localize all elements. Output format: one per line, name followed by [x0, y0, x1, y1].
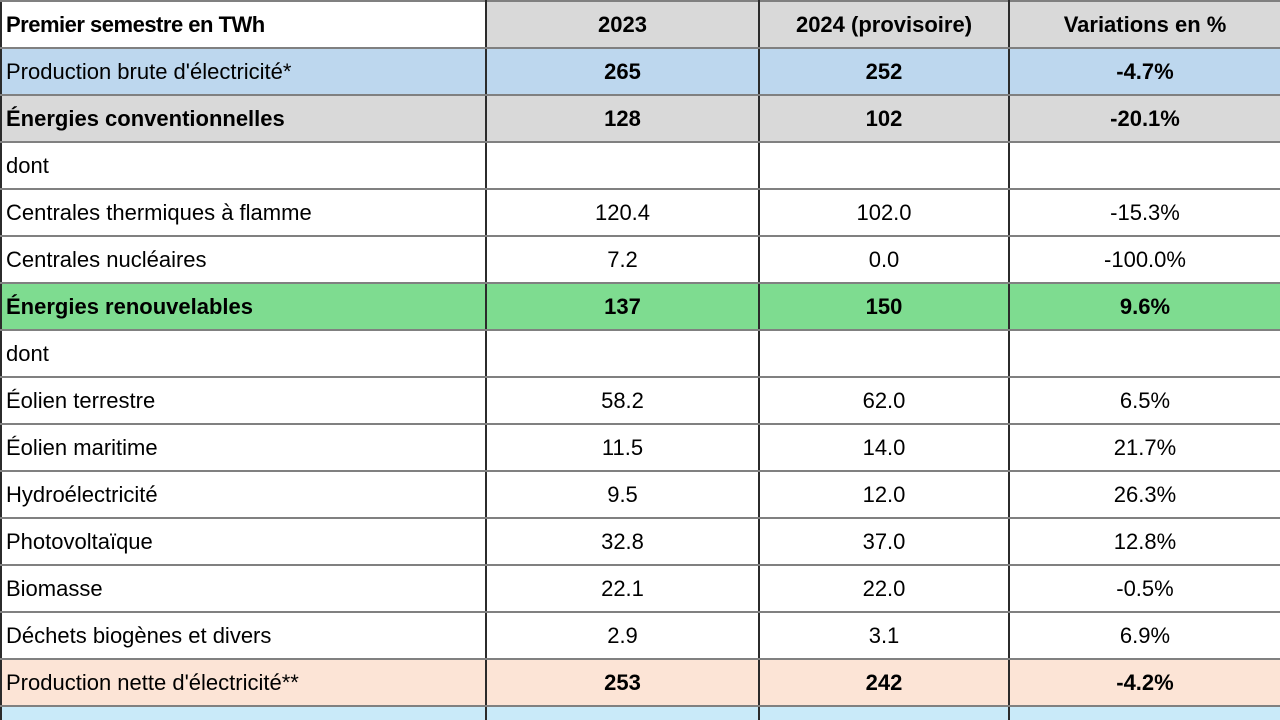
row-dechets-biogenes: Déchets biogènes et divers 2.9 3.1 6.9% — [0, 611, 1280, 660]
row-dont-renouvelables: dont — [0, 329, 1280, 378]
row-label: Centrales thermiques à flamme — [0, 188, 487, 237]
cell-2023: 7.2 — [485, 235, 760, 284]
cell-variation: -0.5% — [1008, 564, 1280, 613]
cell-variation — [1008, 141, 1280, 190]
row-label: Production nette d'électricité** — [0, 658, 487, 707]
cell-2023: 120.4 — [485, 188, 760, 237]
row-biomasse: Biomasse 22.1 22.0 -0.5% — [0, 564, 1280, 613]
cell-variation: -0.3% — [1008, 705, 1280, 720]
row-label: Éolien maritime — [0, 423, 487, 472]
col-header-2023: 2023 — [485, 0, 760, 49]
cell-2023: 2.9 — [485, 611, 760, 660]
row-label: Énergies renouvelables — [0, 282, 487, 331]
row-dont-conventionnelles: dont — [0, 141, 1280, 190]
row-label: Énergies conventionnelles — [0, 94, 487, 143]
cell-2024: 37.0 — [758, 517, 1010, 566]
cell-2023: 253 — [485, 658, 760, 707]
row-label: Biomasse — [0, 564, 487, 613]
cell-2024: 261 — [758, 705, 1010, 720]
cell-2023: 137 — [485, 282, 760, 331]
col-header-title: Premier semestre en TWh — [0, 0, 487, 49]
cell-2023: 265 — [485, 47, 760, 96]
row-label: Photovoltaïque — [0, 517, 487, 566]
cell-2024 — [758, 141, 1010, 190]
row-label: Déchets biogènes et divers — [0, 611, 487, 660]
cell-2024: 242 — [758, 658, 1010, 707]
cell-2024: 3.1 — [758, 611, 1010, 660]
cell-variation: -20.1% — [1008, 94, 1280, 143]
row-centrales-thermiques: Centrales thermiques à flamme 120.4 102.… — [0, 188, 1280, 237]
row-consommation-interieure: Consommation intérieure brute*** 262 261… — [0, 705, 1280, 720]
col-header-2024-provisoire: 2024 (provisoire) — [758, 0, 1010, 49]
cell-2023: 262 — [485, 705, 760, 720]
cell-2024: 252 — [758, 47, 1010, 96]
cell-variation: 6.5% — [1008, 376, 1280, 425]
col-header-variations: Variations en % — [1008, 0, 1280, 49]
row-label: Consommation intérieure brute*** — [0, 705, 487, 720]
row-label: Centrales nucléaires — [0, 235, 487, 284]
cell-variation: -100.0% — [1008, 235, 1280, 284]
row-hydroelectricite: Hydroélectricité 9.5 12.0 26.3% — [0, 470, 1280, 519]
cell-2024: 150 — [758, 282, 1010, 331]
row-eolien-maritime: Éolien maritime 11.5 14.0 21.7% — [0, 423, 1280, 472]
cell-variation: -4.2% — [1008, 658, 1280, 707]
row-energies-renouvelables: Énergies renouvelables 137 150 9.6% — [0, 282, 1280, 331]
cell-2023: 9.5 — [485, 470, 760, 519]
cell-variation: 9.6% — [1008, 282, 1280, 331]
cell-variation: 26.3% — [1008, 470, 1280, 519]
cell-2023: 32.8 — [485, 517, 760, 566]
cell-2024: 22.0 — [758, 564, 1010, 613]
cell-variation: 6.9% — [1008, 611, 1280, 660]
row-photovoltaique: Photovoltaïque 32.8 37.0 12.8% — [0, 517, 1280, 566]
cell-2024 — [758, 329, 1010, 378]
cell-2024: 14.0 — [758, 423, 1010, 472]
row-label: dont — [0, 141, 487, 190]
cell-2023: 11.5 — [485, 423, 760, 472]
cell-variation: 12.8% — [1008, 517, 1280, 566]
row-centrales-nucleaires: Centrales nucléaires 7.2 0.0 -100.0% — [0, 235, 1280, 284]
cell-2023: 22.1 — [485, 564, 760, 613]
cell-variation: -4.7% — [1008, 47, 1280, 96]
row-label: Hydroélectricité — [0, 470, 487, 519]
row-production-nette: Production nette d'électricité** 253 242… — [0, 658, 1280, 707]
row-eolien-terrestre: Éolien terrestre 58.2 62.0 6.5% — [0, 376, 1280, 425]
row-label: dont — [0, 329, 487, 378]
cell-2024: 62.0 — [758, 376, 1010, 425]
cell-variation: -15.3% — [1008, 188, 1280, 237]
cell-variation — [1008, 329, 1280, 378]
row-label: Production brute d'électricité* — [0, 47, 487, 96]
header-row: Premier semestre en TWh 2023 2024 (provi… — [0, 0, 1280, 49]
cell-2023: 128 — [485, 94, 760, 143]
cell-2023 — [485, 329, 760, 378]
cell-2023 — [485, 141, 760, 190]
row-energies-conventionnelles: Énergies conventionnelles 128 102 -20.1% — [0, 94, 1280, 143]
cell-variation: 21.7% — [1008, 423, 1280, 472]
cell-2024: 102 — [758, 94, 1010, 143]
cell-2024: 0.0 — [758, 235, 1010, 284]
cell-2024: 12.0 — [758, 470, 1010, 519]
cell-2023: 58.2 — [485, 376, 760, 425]
cell-2024: 102.0 — [758, 188, 1010, 237]
row-production-brute: Production brute d'électricité* 265 252 … — [0, 47, 1280, 96]
row-label: Éolien terrestre — [0, 376, 487, 425]
